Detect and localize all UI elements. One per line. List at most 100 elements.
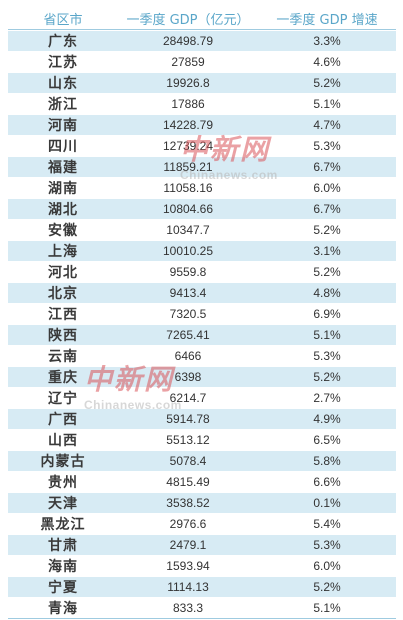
table-row: 河南 14228.79 4.7% (8, 115, 396, 135)
cell-gdp: 10804.66 (118, 199, 258, 219)
cell-gdp: 14228.79 (118, 115, 258, 135)
table-row: 江西 7320.5 6.9% (8, 304, 396, 324)
table-row: 安徽 10347.7 5.2% (8, 220, 396, 240)
table-row: 宁夏 1114.13 5.2% (8, 577, 396, 597)
table-row: 广西 5914.78 4.9% (8, 409, 396, 429)
cell-province: 河北 (8, 262, 118, 282)
cell-growth: 6.6% (258, 472, 396, 492)
cell-gdp: 28498.79 (118, 31, 258, 51)
cell-province: 湖北 (8, 199, 118, 219)
cell-growth: 6.0% (258, 556, 396, 576)
cell-province: 青海 (8, 598, 118, 619)
cell-growth: 2.7% (258, 388, 396, 408)
header-growth: 一季度 GDP 增速 (258, 7, 396, 30)
table-row: 青海 833.3 5.1% (8, 598, 396, 619)
cell-growth: 5.3% (258, 136, 396, 156)
cell-province: 海南 (8, 556, 118, 576)
table-row: 甘肃 2479.1 5.3% (8, 535, 396, 555)
table-row: 黑龙江 2976.6 5.4% (8, 514, 396, 534)
cell-province: 宁夏 (8, 577, 118, 597)
cell-province: 安徽 (8, 220, 118, 240)
table-row: 北京 9413.4 4.8% (8, 283, 396, 303)
table-header-row: 省区市 一季度 GDP（亿元） 一季度 GDP 增速 (8, 7, 396, 30)
cell-gdp: 6398 (118, 367, 258, 387)
cell-gdp: 3538.52 (118, 493, 258, 513)
cell-province: 上海 (8, 241, 118, 261)
cell-province: 福建 (8, 157, 118, 177)
table-row: 福建 11859.21 6.7% (8, 157, 396, 177)
cell-growth: 4.8% (258, 283, 396, 303)
cell-province: 天津 (8, 493, 118, 513)
cell-growth: 6.7% (258, 157, 396, 177)
cell-province: 湖南 (8, 178, 118, 198)
cell-growth: 5.2% (258, 73, 396, 93)
cell-gdp: 11859.21 (118, 157, 258, 177)
cell-growth: 5.4% (258, 514, 396, 534)
cell-province: 辽宁 (8, 388, 118, 408)
cell-growth: 6.9% (258, 304, 396, 324)
cell-growth: 4.9% (258, 409, 396, 429)
cell-province: 四川 (8, 136, 118, 156)
table-row: 湖北 10804.66 6.7% (8, 199, 396, 219)
cell-growth: 5.3% (258, 346, 396, 366)
gdp-table: 省区市 一季度 GDP（亿元） 一季度 GDP 增速 广东 28498.79 3.3… (8, 6, 396, 620)
cell-gdp: 17886 (118, 94, 258, 114)
cell-growth: 6.0% (258, 178, 396, 198)
table-row: 云南 6466 5.3% (8, 346, 396, 366)
table-row: 山西 5513.12 6.5% (8, 430, 396, 450)
table-row: 四川 12739.24 5.3% (8, 136, 396, 156)
cell-gdp: 5078.4 (118, 451, 258, 471)
cell-province: 山东 (8, 73, 118, 93)
cell-growth: 5.1% (258, 598, 396, 619)
cell-province: 重庆 (8, 367, 118, 387)
header-gdp: 一季度 GDP（亿元） (118, 7, 258, 30)
cell-province: 江苏 (8, 52, 118, 72)
cell-gdp: 5914.78 (118, 409, 258, 429)
cell-gdp: 12739.24 (118, 136, 258, 156)
cell-gdp: 9559.8 (118, 262, 258, 282)
cell-gdp: 7265.41 (118, 325, 258, 345)
cell-province: 江西 (8, 304, 118, 324)
table-row: 海南 1593.94 6.0% (8, 556, 396, 576)
cell-gdp: 4815.49 (118, 472, 258, 492)
cell-growth: 5.2% (258, 367, 396, 387)
table-row: 重庆 6398 5.2% (8, 367, 396, 387)
table-row: 广东 28498.79 3.3% (8, 31, 396, 51)
cell-gdp: 1114.13 (118, 577, 258, 597)
cell-growth: 5.1% (258, 94, 396, 114)
cell-growth: 5.8% (258, 451, 396, 471)
cell-growth: 6.5% (258, 430, 396, 450)
cell-province: 内蒙古 (8, 451, 118, 471)
cell-growth: 0.1% (258, 493, 396, 513)
cell-gdp: 7320.5 (118, 304, 258, 324)
cell-province: 广东 (8, 31, 118, 51)
cell-gdp: 833.3 (118, 598, 258, 619)
cell-province: 陕西 (8, 325, 118, 345)
cell-growth: 5.2% (258, 220, 396, 240)
cell-growth: 5.3% (258, 535, 396, 555)
cell-gdp: 19926.8 (118, 73, 258, 93)
table-row: 辽宁 6214.7 2.7% (8, 388, 396, 408)
cell-growth: 4.6% (258, 52, 396, 72)
table-row: 浙江 17886 5.1% (8, 94, 396, 114)
table-row: 江苏 27859 4.6% (8, 52, 396, 72)
gdp-table-container: 省区市 一季度 GDP（亿元） 一季度 GDP 增速 广东 28498.79 3.3… (8, 6, 396, 620)
cell-province: 北京 (8, 283, 118, 303)
cell-gdp: 2479.1 (118, 535, 258, 555)
cell-gdp: 5513.12 (118, 430, 258, 450)
cell-growth: 3.1% (258, 241, 396, 261)
table-row: 贵州 4815.49 6.6% (8, 472, 396, 492)
cell-province: 云南 (8, 346, 118, 366)
cell-province: 山西 (8, 430, 118, 450)
table-row: 河北 9559.8 5.2% (8, 262, 396, 282)
cell-province: 贵州 (8, 472, 118, 492)
cell-growth: 6.7% (258, 199, 396, 219)
cell-growth: 3.3% (258, 31, 396, 51)
cell-province: 浙江 (8, 94, 118, 114)
cell-gdp: 6466 (118, 346, 258, 366)
cell-gdp: 11058.16 (118, 178, 258, 198)
cell-gdp: 10010.25 (118, 241, 258, 261)
header-province: 省区市 (8, 7, 118, 30)
cell-gdp: 27859 (118, 52, 258, 72)
cell-gdp: 2976.6 (118, 514, 258, 534)
